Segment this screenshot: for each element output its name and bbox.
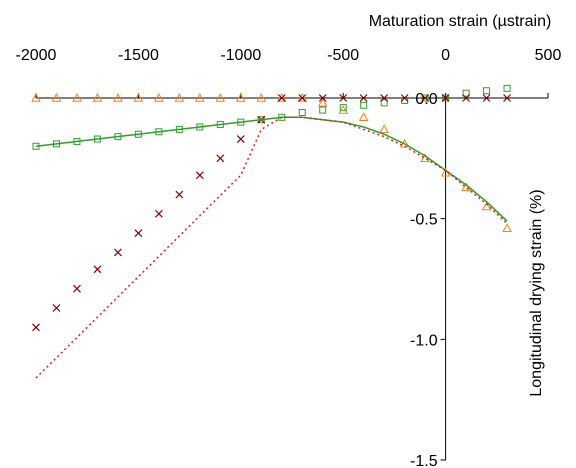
axes: -2000-1500-1000-50005000.0-0.5-1.0-1.5 <box>16 47 562 468</box>
x-point <box>195 171 204 180</box>
x-point <box>339 94 348 102</box>
x-point <box>318 94 327 102</box>
triangle-point <box>215 92 226 102</box>
square-point <box>442 94 450 102</box>
triangle-point <box>379 124 390 134</box>
x-point <box>359 94 368 102</box>
y-axis-title: Longitudinal drying strain (%) <box>528 189 545 396</box>
triangle-point <box>113 92 123 102</box>
x-point <box>175 190 184 199</box>
square-point <box>339 104 347 112</box>
x-point <box>216 154 225 163</box>
solid-fit-line <box>35 116 508 222</box>
triangle-point <box>297 92 308 102</box>
square-point <box>319 106 327 114</box>
x-point <box>93 265 102 274</box>
dotted-fit-line <box>35 116 508 379</box>
x-point <box>277 94 286 102</box>
square-point <box>380 99 388 107</box>
triangle-point <box>481 201 492 211</box>
x-tick-label: 0 <box>441 47 450 64</box>
x-point <box>462 94 471 102</box>
square-point <box>421 94 429 102</box>
triangle-point <box>317 97 328 107</box>
x-tick-label: -500 <box>327 47 359 64</box>
x-point <box>32 323 40 332</box>
triangle-point <box>256 92 267 102</box>
x-tick-label: -1500 <box>118 47 159 64</box>
x-tick-label: 500 <box>535 47 562 64</box>
triangle-point <box>72 92 82 102</box>
x-point <box>421 94 430 102</box>
triangle-point <box>31 92 41 102</box>
triangle-point <box>51 92 62 102</box>
x-point <box>441 94 450 102</box>
y-tick-label: -1.0 <box>410 332 438 349</box>
x-point <box>482 94 491 102</box>
x-point <box>503 94 511 102</box>
x-point <box>52 304 61 312</box>
square-point <box>298 108 306 116</box>
x-point <box>113 248 122 257</box>
square-point <box>462 89 470 97</box>
x-point <box>380 94 389 102</box>
triangle-point <box>92 92 103 102</box>
triangle-point <box>133 92 144 102</box>
triangle-point <box>502 223 512 233</box>
triangle-point <box>194 92 205 102</box>
plot-area <box>31 84 512 379</box>
triangle-point <box>358 112 369 122</box>
square-point <box>503 84 511 92</box>
x-point <box>298 94 307 102</box>
square-point <box>360 101 368 109</box>
triangle-point <box>276 92 287 102</box>
x-tick-label: -2000 <box>16 47 57 64</box>
triangle-point <box>235 92 246 102</box>
x-point <box>236 135 245 143</box>
triangle-point <box>154 92 164 102</box>
x-point <box>154 209 163 218</box>
y-tick-label: -0.5 <box>410 212 438 229</box>
x-point <box>134 229 143 238</box>
x-tick-label: -1000 <box>220 47 261 64</box>
triangle-point <box>338 105 349 114</box>
triangle-point <box>174 92 185 102</box>
x-point <box>400 94 409 102</box>
x-axis-title: Maturation strain (µstrain) <box>369 13 552 30</box>
y-tick-label: -1.5 <box>410 453 438 468</box>
square-point <box>483 87 491 95</box>
x-point <box>73 284 81 293</box>
